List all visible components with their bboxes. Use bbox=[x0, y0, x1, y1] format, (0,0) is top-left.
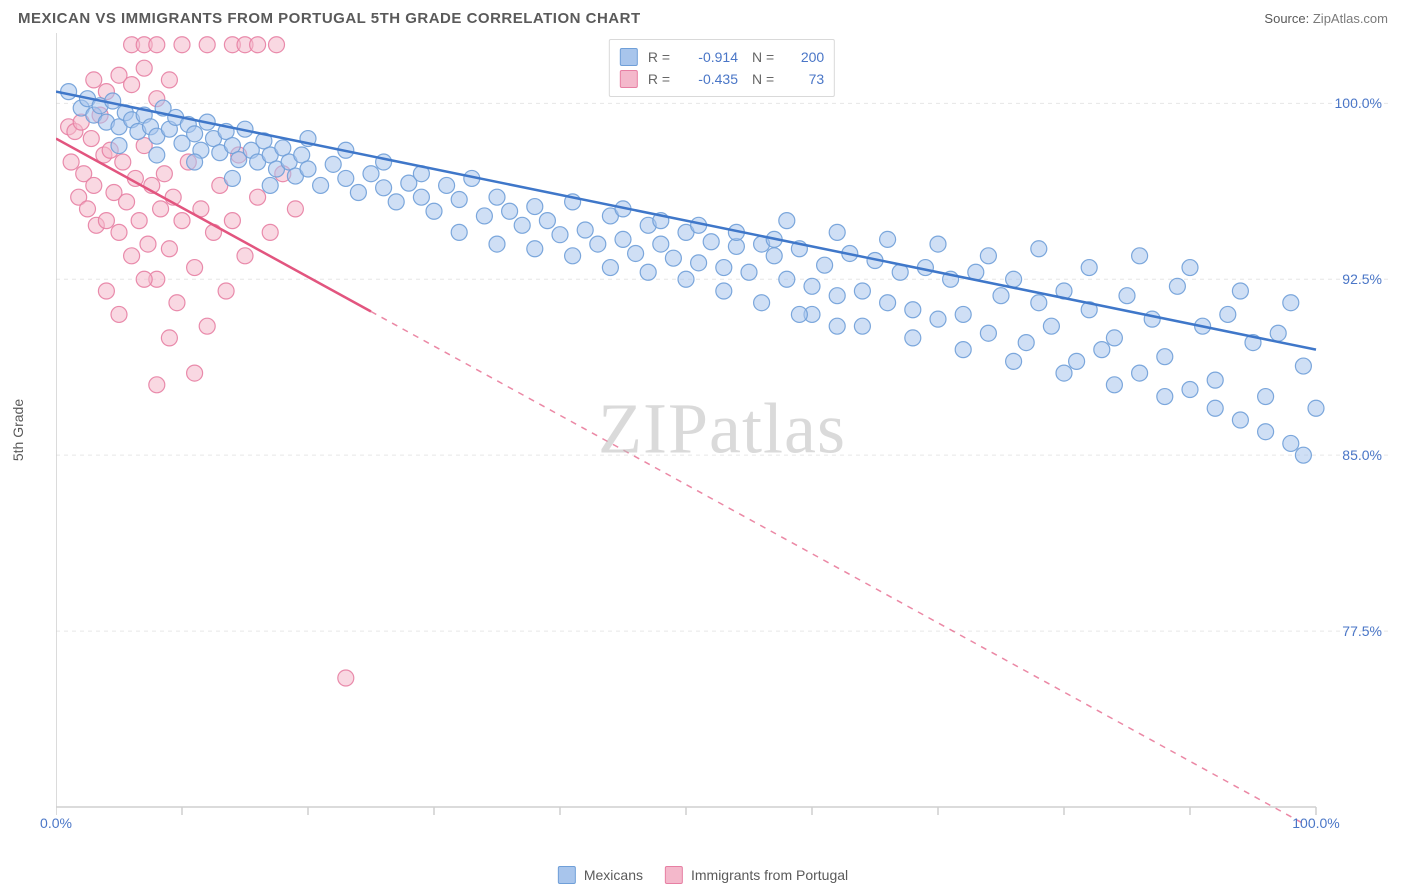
chart-title: MEXICAN VS IMMIGRANTS FROM PORTUGAL 5TH … bbox=[18, 10, 641, 27]
swatch-portugal-icon bbox=[665, 866, 683, 884]
source-attribution: Source: ZipAtlas.com bbox=[1264, 11, 1388, 26]
legend-label-mexicans: Mexicans bbox=[584, 867, 643, 883]
y-tick-label: 100.0% bbox=[1335, 95, 1382, 111]
correlation-legend: R =-0.914 N =200 R =-0.435 N =73 bbox=[609, 39, 835, 97]
legend-row-mexicans: R =-0.914 N =200 bbox=[620, 46, 824, 68]
legend-item-mexicans[interactable]: Mexicans bbox=[558, 866, 643, 884]
x-tick-label: 100.0% bbox=[1292, 815, 1339, 831]
y-tick-label: 85.0% bbox=[1342, 447, 1382, 463]
series-legend: Mexicans Immigrants from Portugal bbox=[558, 866, 848, 884]
swatch-mexicans bbox=[620, 48, 638, 66]
source-link[interactable]: ZipAtlas.com bbox=[1313, 11, 1388, 26]
legend-label-portugal: Immigrants from Portugal bbox=[691, 867, 848, 883]
y-tick-label: 77.5% bbox=[1342, 623, 1382, 639]
chart-area: ZIPatlas R =-0.914 N =200 R =-0.435 N =7… bbox=[56, 33, 1388, 825]
y-axis-label: 5th Grade bbox=[10, 399, 26, 461]
scatter-plot bbox=[56, 33, 1388, 825]
legend-item-portugal[interactable]: Immigrants from Portugal bbox=[665, 866, 848, 884]
swatch-portugal bbox=[620, 70, 638, 88]
y-tick-label: 92.5% bbox=[1342, 271, 1382, 287]
x-tick-label: 0.0% bbox=[40, 815, 72, 831]
legend-row-portugal: R =-0.435 N =73 bbox=[620, 68, 824, 90]
swatch-mexicans-icon bbox=[558, 866, 576, 884]
